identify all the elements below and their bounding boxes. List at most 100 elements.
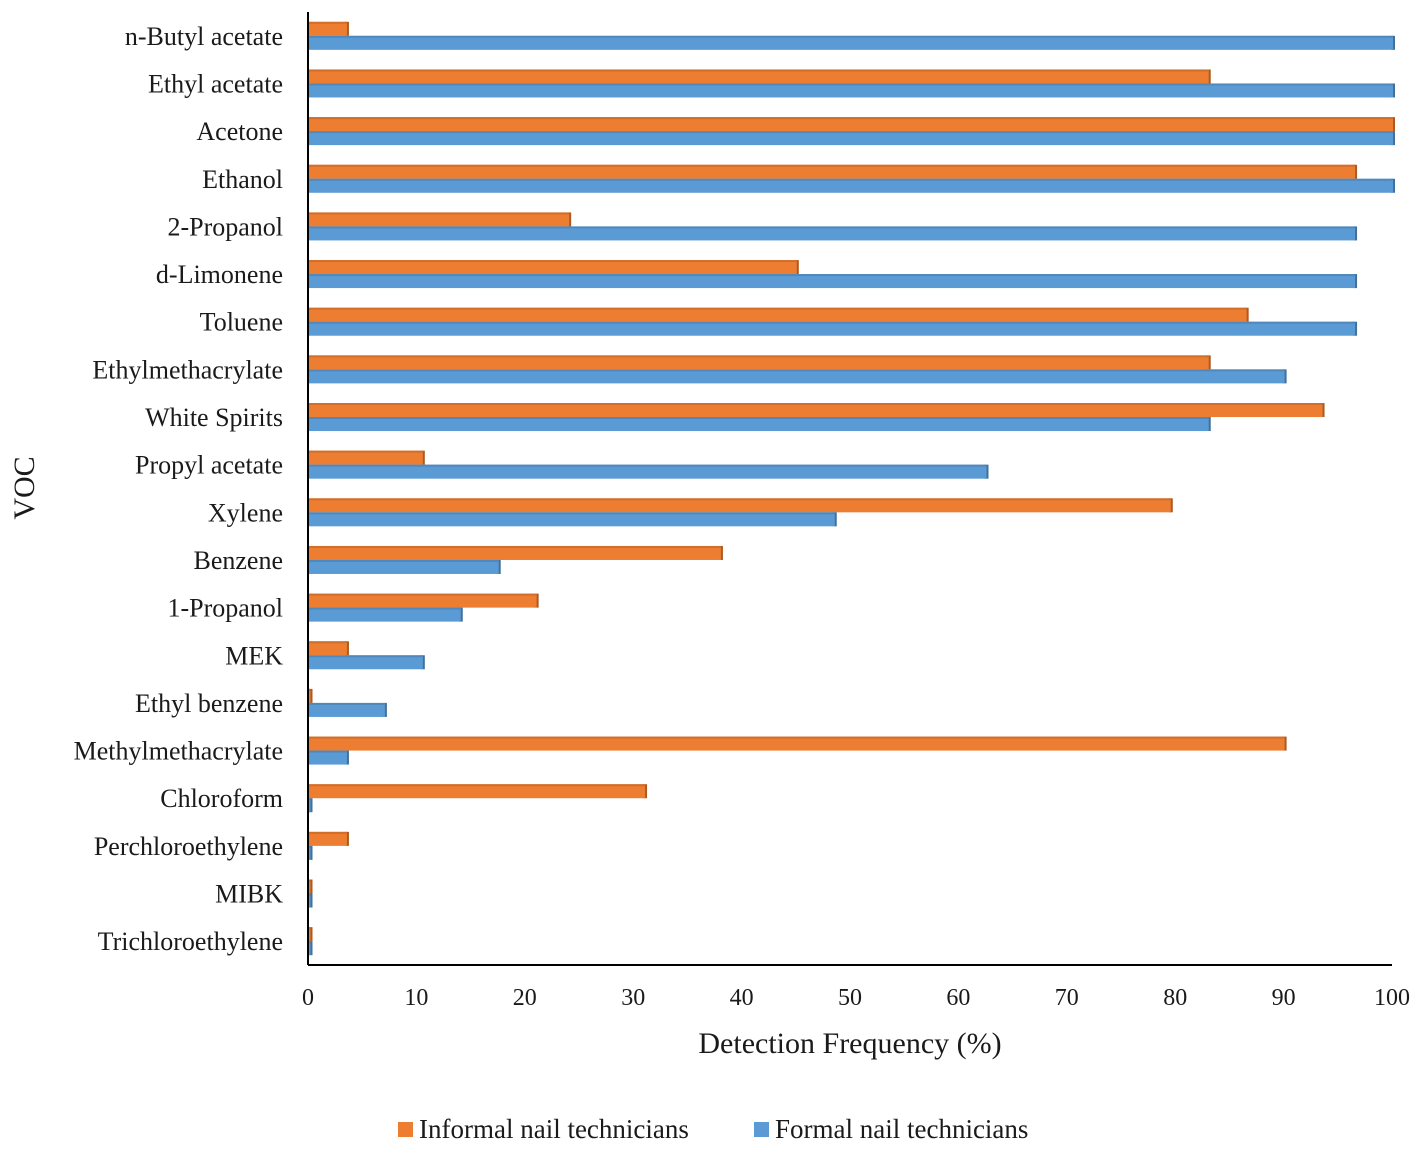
- bar-top: [309, 417, 1209, 420]
- bar-top: [309, 893, 311, 896]
- bar-face: [309, 307, 1247, 322]
- legend-item: Formal nail technicians: [754, 1114, 1028, 1144]
- bar-formal: [309, 512, 837, 527]
- bar-top: [309, 736, 1285, 739]
- x-tick-labels: 0 10 20 30 40 50 60 70 80 90 100: [302, 985, 1410, 1011]
- bar-top: [309, 403, 1323, 406]
- x-tick-label: 60: [946, 985, 970, 1011]
- x-axis-title: Detection Frequency (%): [698, 1027, 1001, 1060]
- bar-top: [309, 178, 1393, 181]
- bar-face: [309, 417, 1209, 432]
- category-label: Xylene: [208, 498, 283, 527]
- bar-face: [309, 736, 1285, 751]
- bar-face: [309, 655, 423, 670]
- bar-face: [309, 512, 835, 527]
- bar-face: [309, 117, 1393, 132]
- category-labels: n-Butyl acetate Ethyl acetate Acetone Ethan…: [74, 22, 284, 956]
- bar-top: [309, 879, 311, 882]
- bar-top: [309, 498, 1171, 501]
- bar-face: [309, 879, 311, 894]
- bar-face: [309, 131, 1393, 146]
- bar-top: [309, 321, 1356, 324]
- bar-top: [309, 784, 646, 787]
- bar-face: [309, 464, 987, 479]
- bar-top: [309, 512, 835, 515]
- x-tick-label: 80: [1163, 985, 1187, 1011]
- bar-informal: [309, 355, 1211, 370]
- bar-top: [309, 688, 311, 691]
- bar-face: [309, 593, 537, 608]
- bar-formal: [309, 417, 1211, 432]
- bar-face: [309, 274, 1356, 289]
- bar-top: [309, 35, 1393, 38]
- category-label: Ethanol: [202, 165, 283, 194]
- category-label: Methylmethacrylate: [74, 737, 283, 766]
- bar-formal: [309, 559, 501, 574]
- legend-swatch: [398, 1122, 413, 1137]
- bar-face: [309, 798, 311, 813]
- bar-face: [309, 702, 385, 717]
- bar-top: [309, 798, 311, 801]
- bar-informal: [309, 545, 723, 560]
- category-label: Trichloroethylene: [98, 927, 283, 956]
- category-label: Chloroform: [160, 784, 283, 813]
- bar-formal: [309, 369, 1287, 384]
- bar-formal: [309, 655, 425, 670]
- legend-swatch: [754, 1122, 769, 1137]
- bar-face: [309, 321, 1356, 336]
- bar-formal: [309, 750, 349, 765]
- bar-formal: [309, 35, 1395, 50]
- legend-label: Informal nail technicians: [419, 1114, 689, 1144]
- category-label: d-Limonene: [156, 260, 283, 289]
- category-label: 2-Propanol: [167, 212, 283, 241]
- bar-top: [309, 369, 1285, 372]
- category-label: Benzene: [193, 546, 283, 575]
- bar-top: [309, 131, 1393, 134]
- bar-top: [309, 655, 423, 658]
- bar-top: [309, 559, 499, 562]
- bar-formal: [308, 893, 313, 908]
- bar-top: [309, 83, 1393, 86]
- legend-item: Informal nail technicians: [398, 1114, 689, 1144]
- bar-formal: [309, 226, 1358, 241]
- bar-face: [309, 403, 1323, 418]
- category-label: Ethyl acetate: [148, 69, 283, 98]
- bar-top: [309, 212, 570, 215]
- bar-face: [309, 641, 347, 656]
- x-tick-label: 20: [513, 985, 537, 1011]
- bar-top: [309, 545, 721, 548]
- bar-informal: [309, 117, 1395, 132]
- bar-top: [309, 21, 347, 24]
- bar-top: [309, 260, 797, 263]
- bar-informal: [309, 831, 349, 846]
- bar-informal: [309, 164, 1358, 179]
- bar-top: [309, 845, 311, 848]
- x-tick-label: 50: [838, 985, 862, 1011]
- legend-label: Formal nail technicians: [775, 1114, 1028, 1144]
- bar-top: [309, 307, 1247, 310]
- bar-informal: [309, 450, 425, 465]
- bar-formal: [309, 702, 387, 717]
- bar-face: [309, 260, 797, 275]
- category-label: White Spirits: [145, 403, 283, 432]
- bar-formal: [309, 607, 463, 622]
- bar-informal: [308, 688, 313, 703]
- bar-informal: [309, 593, 539, 608]
- bar-face: [309, 927, 311, 942]
- bar-top: [309, 464, 987, 467]
- x-tick-label: 0: [302, 985, 314, 1011]
- bar-face: [309, 226, 1356, 241]
- bar-informal: [309, 260, 799, 275]
- x-tick-label: 100: [1374, 985, 1410, 1011]
- bar-informal: [309, 21, 349, 36]
- bar-informal: [308, 927, 313, 942]
- bar-top: [309, 593, 537, 596]
- legend: Informal nail technicians Formal nail tec…: [398, 1114, 1028, 1144]
- bar-face: [309, 450, 423, 465]
- bar-face: [309, 164, 1356, 179]
- bar-face: [309, 545, 721, 560]
- bar-face: [309, 83, 1393, 98]
- bar-top: [309, 355, 1209, 358]
- bar-formal: [309, 464, 989, 479]
- bar-top: [309, 117, 1393, 120]
